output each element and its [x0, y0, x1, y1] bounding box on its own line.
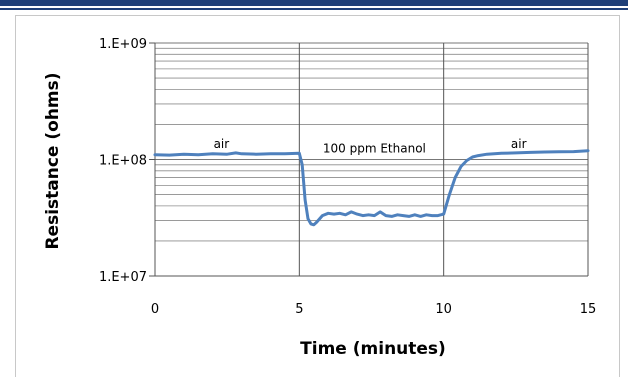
- y-axis-title: Resistance (ohms): [43, 72, 63, 249]
- axes: [149, 42, 588, 277]
- x-tick-label: 0: [151, 302, 159, 317]
- x-tick-label: 10: [435, 302, 452, 317]
- grid: [155, 42, 588, 277]
- tick-labels: 1.E+07 1.E+08 1.E+09 0 5 10 15: [99, 37, 596, 317]
- annotation-label: air: [214, 137, 230, 151]
- annotations: air 100 ppm Ethanol air: [214, 137, 527, 155]
- chart-frame: [15, 15, 620, 377]
- annotation-label: 100 ppm Ethanol: [323, 141, 426, 155]
- annotation-label: air: [511, 137, 527, 151]
- x-axis-title: Time (minutes): [300, 339, 446, 359]
- top-rule: [0, 0, 628, 6]
- top-rule-thin: [0, 8, 628, 10]
- x-tick-label: 15: [580, 302, 597, 317]
- y-tick-label: 1.E+09: [99, 37, 147, 52]
- x-tick-label: 5: [295, 302, 303, 317]
- series-line: [153, 149, 590, 227]
- y-tick-label: 1.E+08: [99, 154, 147, 169]
- y-tick-label: 1.E+07: [99, 270, 147, 285]
